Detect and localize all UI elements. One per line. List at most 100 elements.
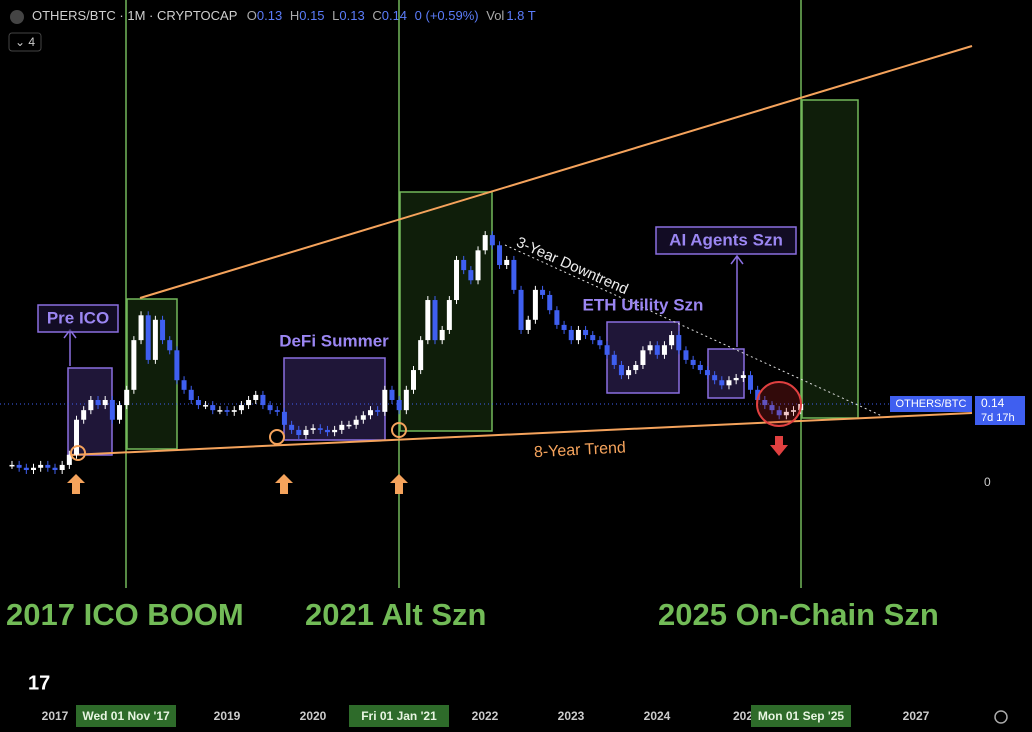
candle: [181, 380, 187, 390]
candle: [547, 294, 553, 311]
volume: 1.8 T: [506, 8, 535, 23]
candle: [217, 410, 223, 412]
candle: [332, 429, 338, 433]
candle: [497, 245, 503, 266]
candle: [425, 300, 431, 341]
candle: [690, 359, 696, 365]
candle: [740, 375, 746, 378]
candle: [95, 399, 101, 406]
candle: [647, 345, 653, 351]
candle: [468, 270, 474, 281]
arrow-up: [390, 474, 408, 494]
candle: [418, 340, 424, 371]
ohlc-value: 0.13: [339, 8, 364, 23]
candle: [583, 329, 589, 336]
pivot-circle: [70, 445, 86, 461]
x-tick-label: Wed 01 Nov '17: [82, 709, 170, 723]
candle: [733, 377, 739, 381]
candle: [138, 315, 144, 341]
candle: [461, 259, 467, 271]
annotation: 8-Year Trend: [534, 439, 627, 461]
candle: [618, 364, 624, 376]
settings-button[interactable]: [994, 710, 1008, 724]
time-highlight: [76, 705, 176, 727]
candle: [540, 289, 546, 295]
candle: [676, 335, 682, 351]
candle: [661, 345, 667, 355]
candle: [16, 464, 22, 468]
candle: [81, 410, 87, 420]
indicator-toggle[interactable]: [8, 32, 42, 52]
trend-line: [139, 45, 973, 299]
target-circle: [756, 381, 802, 427]
x-tick-label: Mon 01 Sep '25: [758, 709, 845, 723]
annotation: DeFi Summer: [279, 331, 389, 350]
candle: [611, 354, 617, 365]
x-tick-label: 2027: [903, 709, 930, 723]
x-tick-label: 2022: [472, 709, 499, 723]
candle: [747, 375, 753, 390]
candle: [532, 289, 538, 320]
candle: [324, 429, 330, 433]
arrow-up: [67, 474, 85, 494]
x-tick-label: 2017: [42, 709, 69, 723]
trend-line: [69, 412, 973, 456]
time-highlight: [751, 705, 851, 727]
price-tag-countdown: 7d 17h: [981, 412, 1015, 424]
y-tick-label: 0: [984, 475, 991, 489]
candle: [109, 399, 115, 420]
candle: [783, 411, 789, 416]
candle: [195, 399, 201, 406]
pointer: [730, 254, 744, 347]
candle: [511, 259, 517, 290]
candle: [224, 410, 230, 412]
candle: [9, 464, 15, 467]
volume-label: Vol: [486, 8, 504, 23]
season-label: 2021 Alt Szn: [305, 597, 486, 632]
candle: [396, 399, 402, 411]
label-box: [655, 226, 797, 255]
candle: [712, 375, 718, 381]
candle: [504, 259, 510, 266]
x-tick-label: 2024: [644, 709, 671, 723]
candle: [726, 380, 732, 386]
candle: [174, 350, 180, 381]
candle: [210, 405, 216, 411]
candle: [152, 319, 158, 360]
candle: [346, 424, 352, 427]
annotation: Pre ICO: [47, 308, 109, 327]
candle: [776, 410, 782, 416]
tv-logo: 17: [28, 672, 50, 694]
candle: [518, 289, 524, 330]
candle: [124, 389, 130, 406]
candle: [439, 329, 445, 341]
candle: [454, 259, 460, 301]
candle: [755, 389, 761, 400]
candle: [289, 424, 295, 430]
pivot-circle: [391, 422, 407, 438]
candle: [489, 235, 495, 246]
candle: [303, 429, 309, 435]
candle: [317, 428, 323, 430]
indicator-toggle-text[interactable]: ⌄ 4: [15, 35, 35, 49]
arrow-down: [770, 436, 788, 456]
symbol: OTHERS/BTC · 1M · CRYPTOCAP: [32, 8, 237, 23]
ohlc-value: 0.13: [257, 8, 282, 23]
candle: [561, 324, 567, 330]
candle: [310, 428, 316, 430]
x-tick-label: Fri 01 Jan '21: [361, 709, 437, 723]
x-tick-label: 2020: [300, 709, 327, 723]
candle: [633, 364, 639, 371]
time-highlight: [349, 705, 449, 727]
candle: [367, 410, 373, 416]
price-tag-name: OTHERS/BTC: [896, 398, 967, 410]
price-tag-box: [975, 396, 1025, 425]
candle: [59, 464, 65, 471]
candle: [604, 345, 610, 355]
price-tag-box: [890, 396, 972, 412]
candle: [66, 454, 72, 465]
candle: [267, 405, 273, 411]
candle: [88, 399, 94, 411]
candle: [403, 389, 409, 411]
